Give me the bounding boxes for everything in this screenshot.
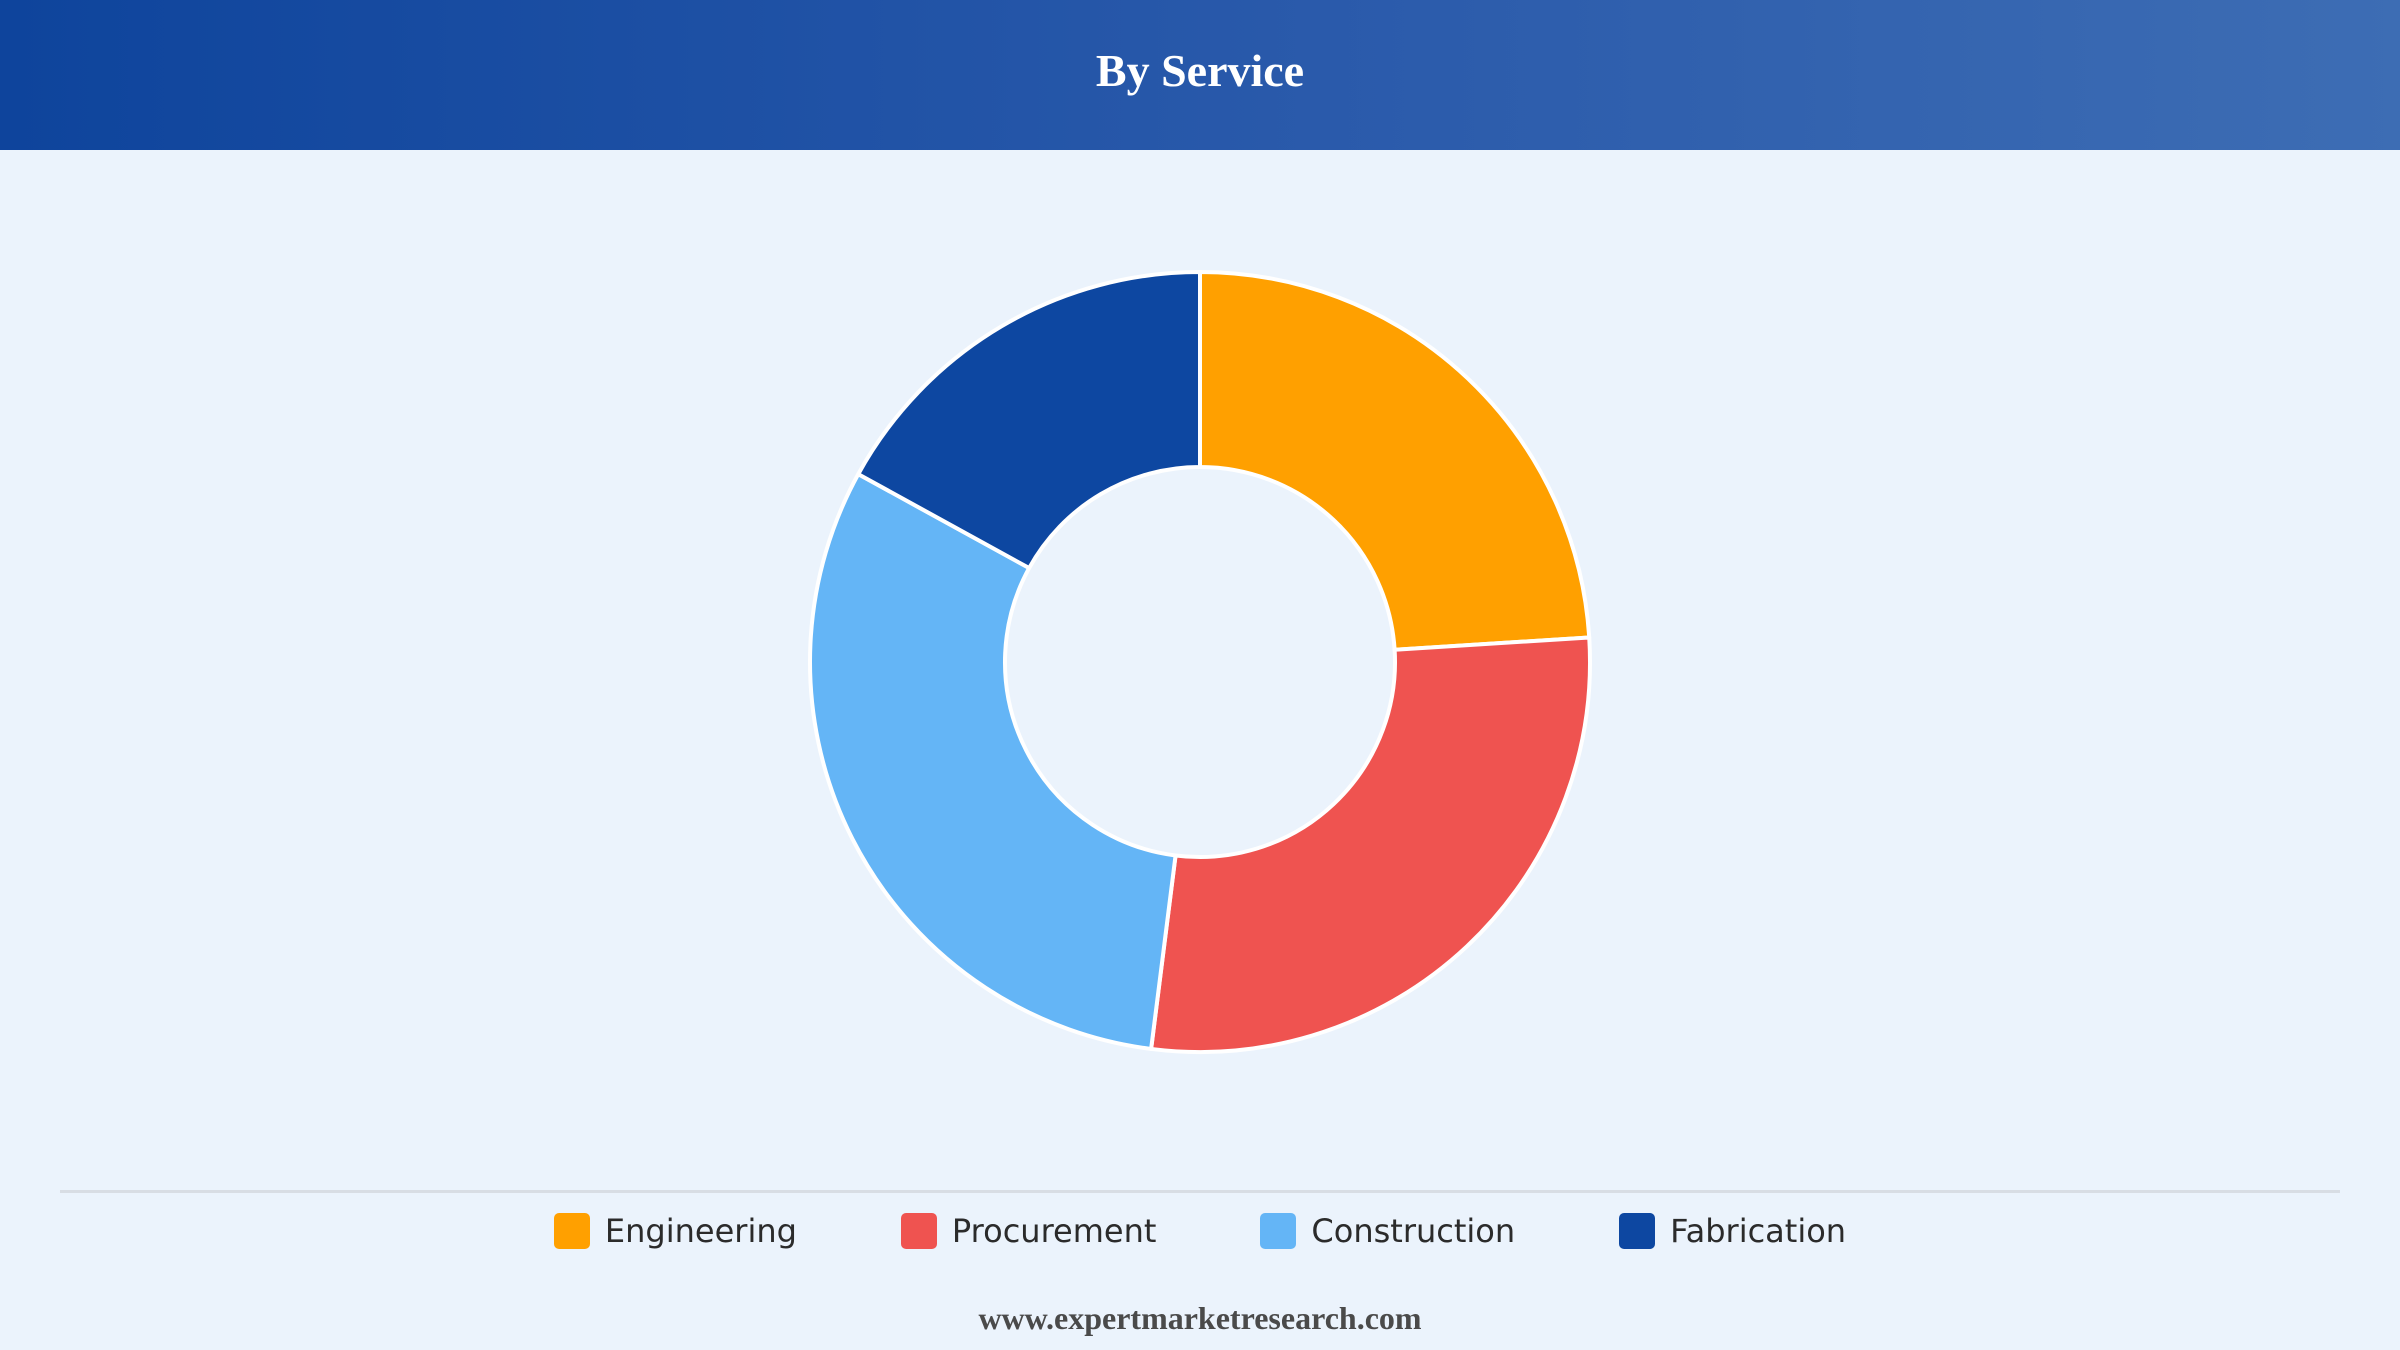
legend-divider bbox=[60, 1190, 2340, 1193]
donut-slice-procurement[interactable] bbox=[1149, 635, 1592, 1054]
legend-swatch bbox=[1619, 1213, 1656, 1249]
donut-slice-fabrication[interactable] bbox=[856, 270, 1202, 571]
chart-title: By Service bbox=[1095, 44, 1305, 96]
legend-label: Engineering bbox=[604, 1212, 797, 1250]
donut-chart bbox=[808, 270, 1592, 1054]
source-url: www.expertmarketresearch.com bbox=[978, 1300, 1422, 1336]
legend-item-procurement[interactable]: Procurement bbox=[900, 1212, 1157, 1250]
legend-swatch bbox=[553, 1213, 590, 1249]
legend-swatch bbox=[1260, 1213, 1297, 1249]
legend-label: Fabrication bbox=[1670, 1212, 1847, 1250]
legend-item-fabrication[interactable]: Fabrication bbox=[1619, 1212, 1846, 1250]
legend-swatch bbox=[900, 1213, 937, 1249]
legend-label: Procurement bbox=[951, 1212, 1157, 1250]
legend-label: Construction bbox=[1311, 1212, 1516, 1250]
legend-item-construction[interactable]: Construction bbox=[1260, 1212, 1515, 1250]
chart-area bbox=[0, 150, 2400, 1190]
chart-header: By Service bbox=[0, 0, 2400, 150]
donut-slice-engineering[interactable] bbox=[1198, 270, 1592, 652]
legend-item-engineering[interactable]: Engineering bbox=[553, 1212, 797, 1250]
donut-slice-construction[interactable] bbox=[808, 472, 1178, 1051]
chart-legend: Engineering Procurement Construction Fabric… bbox=[0, 1205, 2400, 1257]
